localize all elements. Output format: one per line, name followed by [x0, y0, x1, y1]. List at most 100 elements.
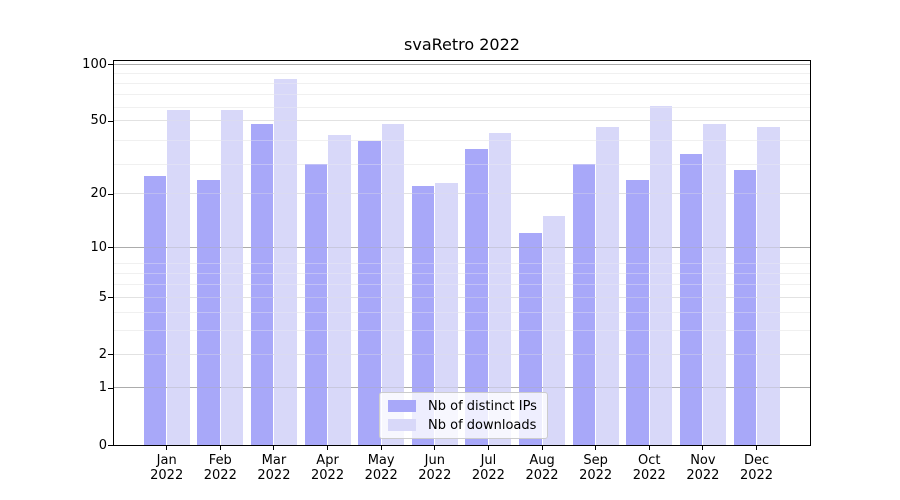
y-tick-mark: [108, 193, 113, 195]
x-tick-year: 2022: [525, 468, 559, 483]
x-tick-year: 2022: [311, 468, 345, 483]
gridline: [114, 353, 810, 355]
y-tick-mark: [108, 120, 113, 122]
x-tick-year: 2022: [686, 468, 720, 483]
bar-downloads-sep: [596, 127, 619, 445]
bar-distinct-ips-apr: [304, 164, 328, 445]
gridline: [114, 63, 810, 65]
gridline: [114, 106, 810, 108]
gridline: [114, 83, 810, 85]
x-tick-mark: [166, 445, 168, 450]
x-tick-year: 2022: [579, 468, 613, 483]
bar-distinct-ips-jan: [143, 176, 167, 445]
gridline: [114, 193, 810, 195]
x-tick-month: Dec: [743, 453, 770, 468]
x-tick-mark: [434, 445, 436, 450]
bar-distinct-ips-jun: [411, 186, 435, 445]
bar-downloads-oct: [649, 105, 673, 445]
gridline: [114, 311, 810, 313]
gridline: [114, 83, 810, 85]
gridline: [114, 311, 810, 313]
gridline: [114, 263, 810, 265]
bar-downloads-nov: [703, 124, 726, 445]
bar-downloads-jun: [435, 182, 458, 445]
plot-area: 0 1 2 5 10 20 50 100 Jan 2022 Feb 2022 Mar 2022 Apr 202…: [82, 57, 811, 483]
bar-distinct-ips-mar: [250, 124, 274, 445]
bar-downloads-may: [381, 124, 405, 445]
x-tick-mark: [756, 445, 758, 450]
gridline: [114, 296, 810, 298]
y-tick-label: 50: [90, 113, 107, 129]
y-tick-mark: [108, 387, 113, 389]
x-tick-month: Sep: [583, 453, 608, 468]
gridline: [114, 330, 810, 332]
x-tick-year: 2022: [471, 468, 505, 483]
gridline: [114, 263, 810, 265]
bar-distinct-ips-dec: [733, 170, 757, 445]
gridline: [114, 330, 810, 332]
x-tick-mark: [380, 445, 382, 450]
bar-distinct-ips-jul: [465, 149, 488, 445]
gridline: [114, 120, 810, 122]
y-tick-mark: [108, 64, 113, 66]
gridline: [114, 246, 810, 248]
x-tick-label: Jul 2022: [456, 453, 520, 483]
gridline: [114, 106, 810, 108]
y-tick-label: 20: [90, 186, 107, 202]
legend-swatch-distinct-ips: [388, 400, 416, 412]
gridline: [114, 63, 810, 65]
x-tick-label: Mar 2022: [242, 453, 306, 483]
gridline: [114, 163, 810, 165]
gridline: [114, 353, 810, 355]
x-tick-year: 2022: [632, 468, 666, 483]
x-tick-label: Sep 2022: [564, 453, 628, 483]
bar-downloads-feb: [220, 110, 244, 445]
x-tick-month: Jul: [480, 453, 497, 468]
x-tick-month: Jun: [424, 453, 445, 468]
x-tick-label: Dec 2022: [725, 453, 789, 483]
x-tick-mark: [219, 445, 221, 450]
x-tick-month: Apr: [316, 453, 339, 468]
bar-distinct-ips-feb: [197, 179, 220, 445]
x-tick-mark: [273, 445, 275, 450]
legend-label-downloads: Nb of downloads: [428, 417, 537, 433]
bar-downloads-mar: [274, 78, 297, 445]
bar-downloads-apr: [328, 134, 351, 445]
y-tick-mark: [108, 445, 113, 446]
gridline: [114, 73, 810, 75]
x-tick-label: Apr 2022: [296, 453, 360, 483]
bar-downloads-aug: [542, 216, 566, 445]
x-tick-mark: [487, 445, 489, 450]
bar-distinct-ips-may: [358, 140, 381, 445]
x-tick-year: 2022: [418, 468, 452, 483]
y-tick-label: 0: [98, 437, 107, 453]
x-tick-label: May 2022: [349, 453, 413, 483]
gridline: [114, 73, 810, 75]
gridline: [114, 246, 810, 248]
chart-title: svaRetro 2022: [404, 35, 520, 54]
x-tick-month: Jan: [156, 453, 177, 468]
gridline: [114, 120, 810, 122]
x-tick-mark: [541, 445, 543, 450]
x-tick-label: Feb 2022: [188, 453, 252, 483]
y-tick-mark: [108, 297, 113, 299]
legend-item-downloads: Nb of downloads: [388, 417, 537, 433]
x-tick-label: Oct 2022: [617, 453, 681, 483]
y-tick-mark: [108, 247, 113, 249]
gridline: [114, 387, 810, 389]
legend-swatch-downloads: [388, 419, 416, 431]
bar-distinct-ips-sep: [572, 164, 596, 445]
x-tick-label: Jan 2022: [135, 453, 199, 483]
x-tick-year: 2022: [257, 468, 291, 483]
gridline: [114, 193, 810, 195]
gridline: [114, 387, 810, 389]
legend-label-distinct-ips: Nb of distinct IPs: [428, 398, 537, 414]
bar-downloads-dec: [757, 127, 780, 445]
gridline: [114, 273, 810, 274]
x-tick-month: Oct: [638, 453, 661, 468]
legend-item-distinct-ips: Nb of distinct IPs: [388, 398, 537, 414]
x-tick-year: 2022: [364, 468, 398, 483]
x-tick-label: Nov 2022: [671, 453, 735, 483]
x-tick-year: 2022: [203, 468, 237, 483]
